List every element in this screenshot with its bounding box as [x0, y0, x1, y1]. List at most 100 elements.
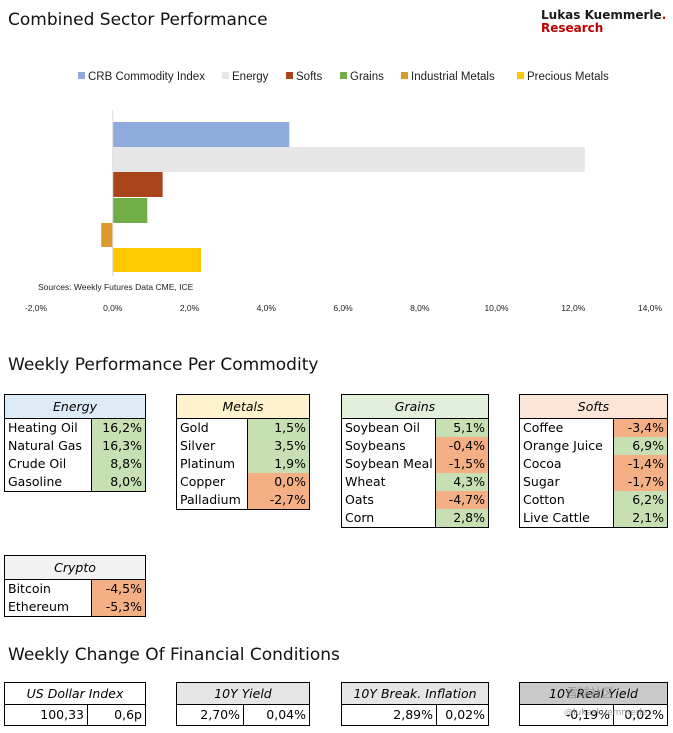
- table-row: Cotton 6,2%: [520, 491, 667, 509]
- table-row: Coffee -3,4%: [520, 419, 667, 437]
- table-row: Silver 3,5%: [177, 437, 309, 455]
- commodity-name: Soybean Meal: [345, 456, 433, 471]
- commodity-change: -1,4%: [613, 455, 667, 473]
- bar: [112, 198, 148, 223]
- commodity-name: Crude Oil: [8, 456, 67, 471]
- fin-header: US Dollar Index: [5, 683, 145, 705]
- fin-change: 0,04%: [243, 705, 309, 725]
- table-header: Softs: [520, 395, 667, 419]
- commodity-change: 2,8%: [435, 509, 488, 527]
- commodity-name: Cotton: [523, 492, 565, 507]
- fin-value: -0,19%: [565, 707, 610, 722]
- commodity-change: -3,4%: [613, 419, 667, 437]
- table-softs: Softs Coffee -3,4% Orange Juice 6,9% Cocoa -1…: [519, 394, 668, 528]
- commodity-change: 0,0%: [247, 473, 309, 491]
- table-row: Copper 0,0%: [177, 473, 309, 491]
- legend-label: Industrial Metals: [411, 71, 495, 83]
- table-header: Metals: [177, 395, 309, 419]
- legend-label: Grains: [350, 71, 384, 83]
- table-row: Corn 2,8%: [342, 509, 488, 527]
- fin-header: 10Y Real Yield: [520, 683, 667, 705]
- table-row: Gold 1,5%: [177, 419, 309, 437]
- commodity-change: -2,7%: [247, 491, 309, 509]
- table-row: Natural Gas 16,3%: [5, 437, 145, 455]
- commodity-change: -5,3%: [91, 598, 145, 616]
- legend-label: CRB Commodity Index: [88, 71, 205, 83]
- brand-logo: Lukas Kuemmerle. Research: [541, 9, 666, 35]
- commodity-change: 16,2%: [91, 419, 145, 437]
- x-tick-label: 2,0%: [180, 303, 200, 313]
- brand-line1: Lukas Kuemmerle: [541, 8, 662, 22]
- brand-dot: .: [661, 8, 667, 22]
- bar: [112, 172, 163, 197]
- commodity-change: 2,1%: [613, 509, 667, 527]
- table-row: Cocoa -1,4%: [520, 455, 667, 473]
- commodity-change: -1,5%: [435, 455, 488, 473]
- table-header: Crypto: [5, 556, 145, 580]
- fin-value: 2,89%: [393, 707, 433, 722]
- x-tick-label: 6,0%: [333, 303, 353, 313]
- fin-change: 0,02%: [436, 705, 488, 725]
- fin-us-dollar-index: US Dollar Index 100,33 0,6p: [4, 682, 146, 726]
- table-header: Energy: [5, 395, 145, 419]
- bar: [112, 147, 585, 172]
- legend-swatch: [340, 72, 347, 79]
- table-header: Grains: [342, 395, 488, 419]
- x-tick-label: 4,0%: [257, 303, 277, 313]
- commodity-name: Oats: [345, 492, 374, 507]
- bar: [112, 248, 202, 272]
- commodity-name: Gold: [180, 420, 209, 435]
- bar: [101, 223, 113, 247]
- fin-10y-breakeven: 10Y Break. Inflation 2,89% 0,02%: [341, 682, 489, 726]
- table-grains: Grains Soybean Oil 5,1% Soybeans -0,4% Soybe…: [341, 394, 489, 528]
- fin-header: 10Y Yield: [177, 683, 309, 705]
- commodity-name: Live Cattle: [523, 510, 590, 525]
- commodity-name: Wheat: [345, 474, 386, 489]
- commodity-name: Bitcoin: [8, 581, 51, 596]
- commodity-change: 1,5%: [247, 419, 309, 437]
- fin-row: -0,19% 0,02%: [520, 705, 667, 725]
- x-tick-label: 8,0%: [410, 303, 430, 313]
- table-row: Soybeans -0,4%: [342, 437, 488, 455]
- watermark-line1: 雪球社区: [566, 686, 615, 700]
- table-row: Platinum 1,9%: [177, 455, 309, 473]
- financial-title: Weekly Change Of Financial Conditions: [8, 645, 340, 665]
- table-row: Wheat 4,3%: [342, 473, 488, 491]
- commodity-change: 6,2%: [613, 491, 667, 509]
- table-row: Soybean Meal -1,5%: [342, 455, 488, 473]
- table-row: Crude Oil 8,8%: [5, 455, 145, 473]
- legend-swatch: [517, 72, 524, 79]
- commodity-name: Sugar: [523, 474, 560, 489]
- commodity-change: -0,4%: [435, 437, 488, 455]
- commodity-name: Palladium: [180, 492, 241, 507]
- watermark: 雪球社区 @lukaskuemmerle: [564, 684, 647, 718]
- x-tick-label: 10,0%: [484, 303, 509, 313]
- commodity-name: Ethereum: [8, 599, 70, 614]
- commodity-change: -4,7%: [435, 491, 488, 509]
- x-tick-label: 0,0%: [103, 303, 123, 313]
- sector-bar-chart: CRB Commodity Index Energy Softs Grains Indu…: [25, 71, 663, 313]
- commodity-name: Soybeans: [345, 438, 406, 453]
- weekly-title: Weekly Performance Per Commodity: [8, 355, 319, 375]
- table-row: Heating Oil 16,2%: [5, 419, 145, 437]
- table-row: Palladium -2,7%: [177, 491, 309, 509]
- table-crypto: Crypto Bitcoin -4,5% Ethereum -5,3%: [4, 555, 146, 617]
- commodity-change: -4,5%: [91, 580, 145, 598]
- fin-10y-real-yield: 10Y Real Yield -0,19% 0,02%: [519, 682, 668, 726]
- commodity-change: 3,5%: [247, 437, 309, 455]
- legend-label: Softs: [296, 71, 322, 83]
- table-row: Soybean Oil 5,1%: [342, 419, 488, 437]
- x-tick-label: 14,0%: [638, 303, 663, 313]
- legend-swatch: [286, 72, 293, 79]
- commodity-change: 5,1%: [435, 419, 488, 437]
- table-row: Bitcoin -4,5%: [5, 580, 145, 598]
- commodity-change: 8,0%: [91, 473, 145, 491]
- commodity-name: Coffee: [523, 420, 564, 435]
- commodity-name: Corn: [345, 510, 375, 525]
- commodity-name: Natural Gas: [8, 438, 82, 453]
- table-row: Sugar -1,7%: [520, 473, 667, 491]
- legend-swatch: [222, 72, 229, 79]
- table-row: Ethereum -5,3%: [5, 598, 145, 616]
- source-note: Sources: Weekly Futures Data CME, ICE: [38, 282, 194, 292]
- legend-swatch: [78, 72, 85, 79]
